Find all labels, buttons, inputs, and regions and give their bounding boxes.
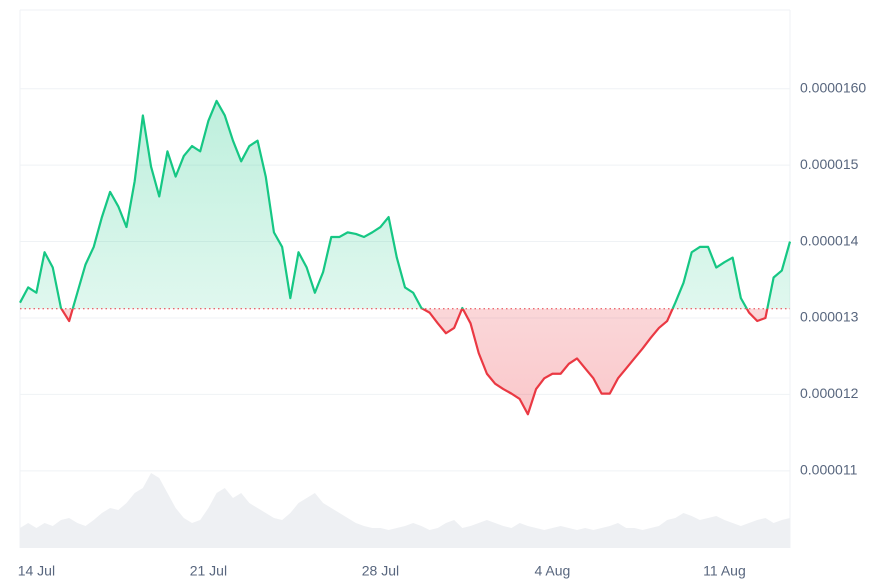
y-tick-label: 0.000011 bbox=[800, 462, 858, 478]
price-line-down bbox=[60, 308, 769, 416]
y-tick-label: 0.000012 bbox=[800, 385, 859, 401]
x-tick-label: 21 Jul bbox=[190, 563, 227, 579]
y-tick-label: 0.000014 bbox=[800, 232, 859, 248]
x-tick-label: 14 Jul bbox=[18, 563, 55, 579]
price-line-up bbox=[19, 99, 792, 309]
x-tick-label: 28 Jul bbox=[362, 563, 399, 579]
area-up bbox=[20, 100, 790, 309]
y-tick-label: 0.0000160 bbox=[800, 79, 866, 95]
y-tick-label: 0.000015 bbox=[800, 156, 859, 172]
x-tick-label: 11 Aug bbox=[703, 563, 746, 579]
area-down bbox=[20, 308, 790, 415]
volume-area bbox=[20, 473, 790, 548]
x-tick-label: 4 Aug bbox=[535, 563, 571, 579]
y-tick-label: 0.000013 bbox=[800, 309, 859, 325]
